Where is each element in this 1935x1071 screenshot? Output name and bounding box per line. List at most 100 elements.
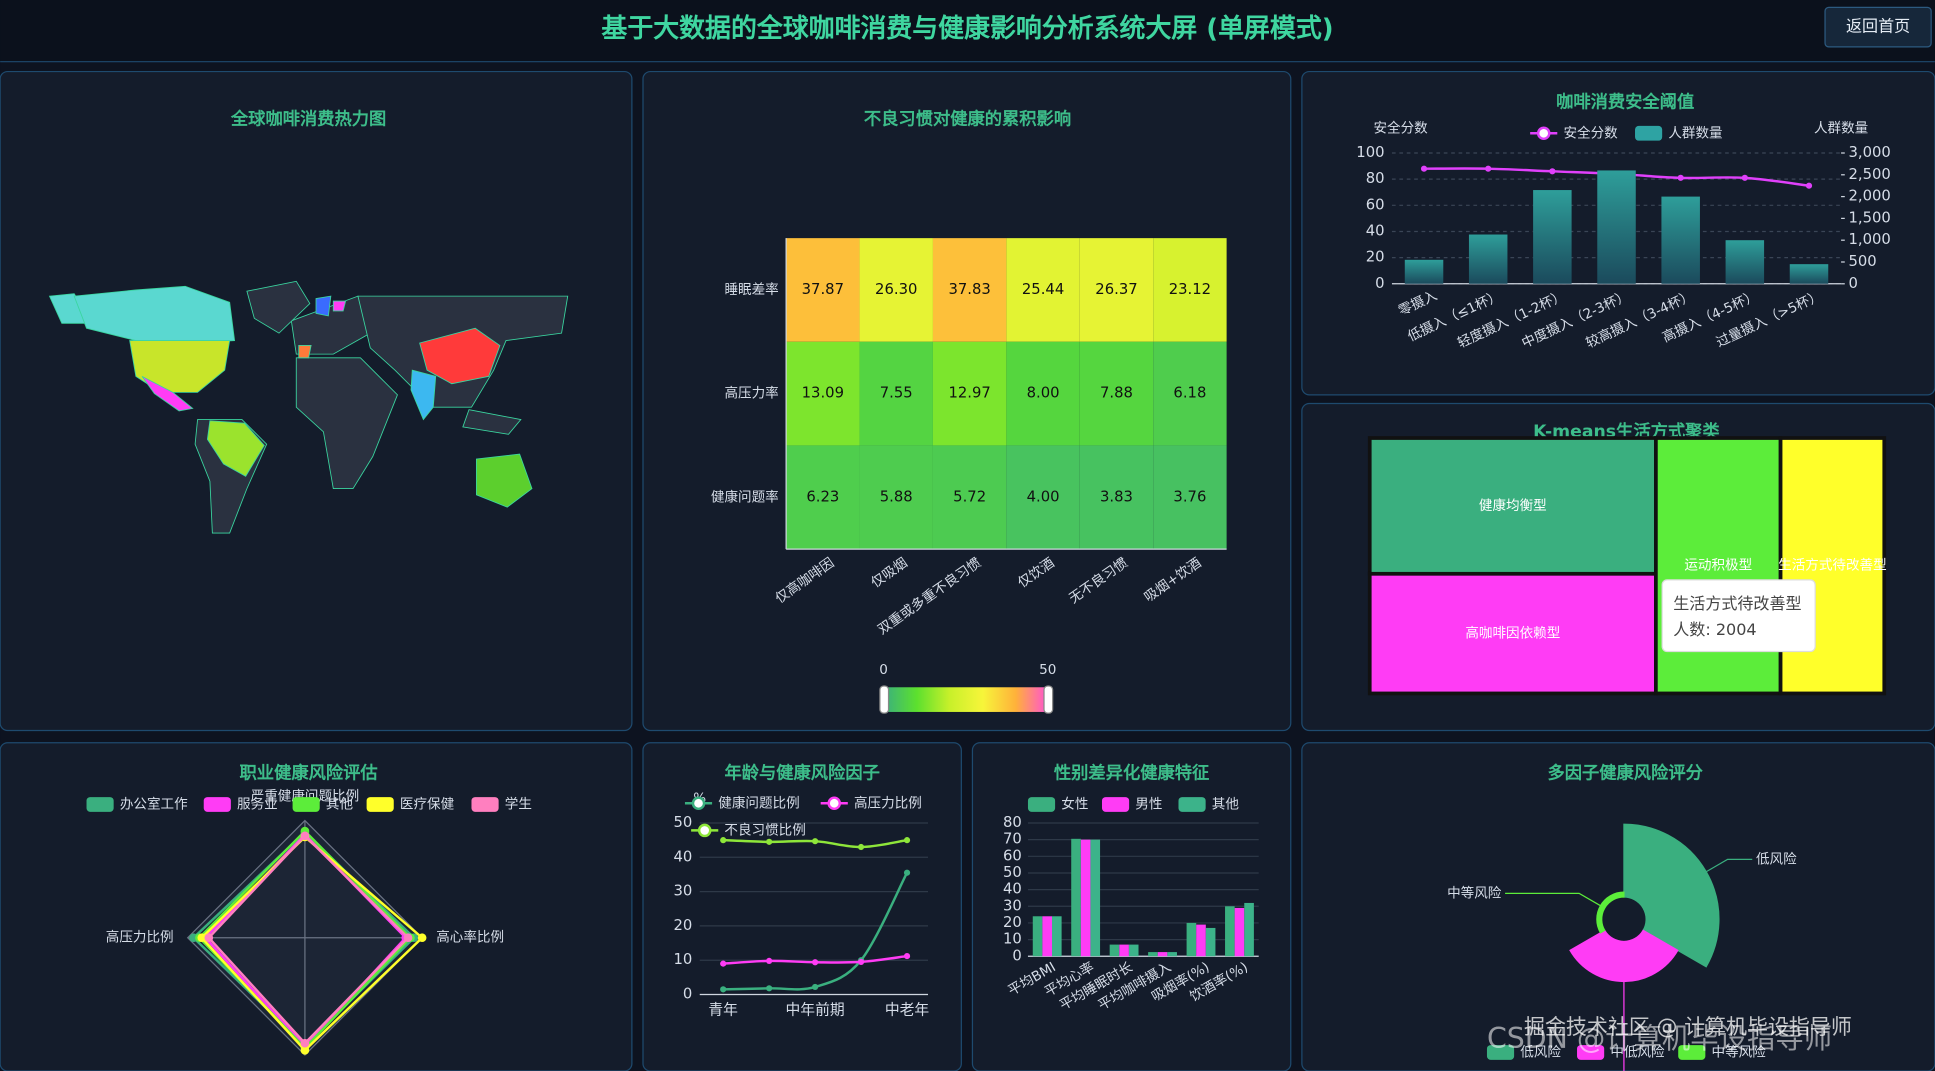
cell-label: 7.88 bbox=[1100, 385, 1133, 402]
cell-label: 3.76 bbox=[1173, 488, 1206, 505]
point bbox=[1677, 174, 1684, 181]
slice-label: 中等风险 bbox=[1447, 884, 1502, 901]
legend-label: 其他 bbox=[1212, 796, 1240, 812]
bar bbox=[1205, 927, 1216, 957]
region bbox=[419, 327, 501, 385]
bar bbox=[1225, 906, 1235, 957]
legend-label: 健康问题比例 bbox=[718, 794, 799, 811]
bar bbox=[1167, 952, 1177, 957]
y-tick-label: 80 bbox=[1003, 814, 1022, 831]
y-tick-label: 高压力率 bbox=[724, 385, 778, 402]
bar bbox=[1196, 924, 1206, 957]
radar-point bbox=[300, 1038, 310, 1048]
legend-label: 男性 bbox=[1135, 796, 1162, 812]
y-tick-label: 40 bbox=[674, 848, 693, 865]
region bbox=[332, 300, 347, 312]
legend-label: 不良习惯比例 bbox=[724, 821, 805, 838]
radar-point bbox=[300, 831, 310, 841]
indicator-label: 严重健康问题比例 bbox=[251, 788, 360, 805]
x-tick-label: 青年 bbox=[708, 1002, 738, 1019]
heat-cell bbox=[1153, 445, 1227, 550]
legend-swatch bbox=[1577, 1045, 1605, 1060]
heat-cell bbox=[932, 341, 1007, 446]
heat-cell bbox=[1006, 238, 1080, 342]
legend-swatch bbox=[1027, 797, 1056, 812]
axis-name: 人群数量 bbox=[1814, 120, 1868, 136]
region bbox=[475, 453, 533, 508]
region bbox=[246, 280, 311, 334]
heat-cell bbox=[1153, 238, 1227, 342]
indicator-label: 高心率比例 bbox=[436, 929, 504, 946]
y-tick-label: 50 bbox=[674, 814, 693, 831]
region bbox=[315, 295, 332, 317]
heat-cell bbox=[786, 445, 860, 550]
visual-map-label: 50 bbox=[1039, 662, 1056, 678]
point bbox=[903, 952, 911, 960]
point bbox=[766, 985, 773, 992]
region bbox=[410, 369, 437, 421]
region bbox=[73, 285, 236, 344]
y-tick-label: 睡眠差率 bbox=[724, 281, 778, 298]
point bbox=[766, 957, 773, 964]
heat-cell bbox=[786, 238, 860, 342]
chart-title: 性别差异化健康特征 bbox=[1054, 763, 1209, 784]
point bbox=[857, 958, 865, 965]
pie-slice bbox=[1596, 891, 1625, 934]
chart-title: 多因子健康风险评分 bbox=[1547, 763, 1703, 784]
point bbox=[1741, 174, 1748, 181]
tooltip-box bbox=[1661, 579, 1816, 653]
bar bbox=[1071, 838, 1081, 957]
y2-tick-label: 1,000 bbox=[1848, 231, 1890, 248]
y-tick-label: 0 bbox=[683, 986, 692, 1003]
axis-name: 安全分数 bbox=[1373, 119, 1428, 136]
bar bbox=[1157, 952, 1168, 957]
legend-swatch bbox=[1635, 125, 1663, 141]
cell-label: 7.55 bbox=[880, 385, 913, 402]
legend-swatch bbox=[366, 797, 394, 812]
bar bbox=[1234, 907, 1245, 957]
y-tick-label: 20 bbox=[1003, 914, 1022, 931]
point bbox=[812, 838, 819, 845]
region bbox=[295, 357, 398, 490]
legend-label: 安全分数 bbox=[1563, 124, 1618, 141]
region bbox=[206, 420, 265, 477]
button-box[interactable] bbox=[1824, 6, 1932, 48]
cell-label: 3.83 bbox=[1100, 488, 1133, 505]
cell-label: 8.00 bbox=[1027, 385, 1060, 402]
region bbox=[141, 375, 194, 412]
visual-map-label: 0 bbox=[879, 662, 888, 678]
bar bbox=[1404, 259, 1444, 284]
heat-cell bbox=[932, 445, 1007, 550]
chart-title: 全球咖啡消费热力图 bbox=[230, 109, 386, 130]
cell-label: 5.72 bbox=[953, 488, 986, 505]
legend-label: 中低风险 bbox=[1610, 1044, 1665, 1060]
point bbox=[903, 869, 911, 876]
legend-label: 低风险 bbox=[1520, 1044, 1561, 1060]
point bbox=[903, 837, 911, 844]
cell-label: 37.87 bbox=[802, 281, 844, 298]
heat-cell bbox=[859, 341, 933, 446]
y2-tick-label: 2,000 bbox=[1848, 188, 1890, 205]
legend-swatch bbox=[1678, 1045, 1706, 1060]
heat-cell bbox=[1079, 238, 1154, 342]
legend-label: 学生 bbox=[505, 796, 532, 812]
chart-title: 不良习惯对健康的累积影响 bbox=[864, 109, 1071, 130]
cell-label: 高咖啡因依赖型 bbox=[1465, 625, 1560, 642]
y-tick-label: 30 bbox=[674, 883, 693, 900]
heat-cell bbox=[859, 445, 933, 550]
heat-cell bbox=[1153, 341, 1227, 446]
cell-label: 13.09 bbox=[802, 385, 844, 402]
button-label[interactable]: 返回首页 bbox=[1846, 17, 1910, 36]
visual-map-bar bbox=[883, 687, 1049, 712]
home-button[interactable]: 返回首页 bbox=[1824, 6, 1932, 48]
point bbox=[720, 960, 727, 967]
bar bbox=[1244, 902, 1254, 957]
bar bbox=[1725, 240, 1765, 284]
indicator-label: 高压力比例 bbox=[106, 929, 174, 946]
chart-title: 咖啡消费安全阈值 bbox=[1556, 91, 1694, 112]
y-tick-label: 40 bbox=[1366, 222, 1385, 239]
cell-label: 26.30 bbox=[875, 281, 917, 298]
heat-cell bbox=[932, 238, 1007, 342]
cell-label: 生活方式待改善型 bbox=[1778, 558, 1887, 574]
